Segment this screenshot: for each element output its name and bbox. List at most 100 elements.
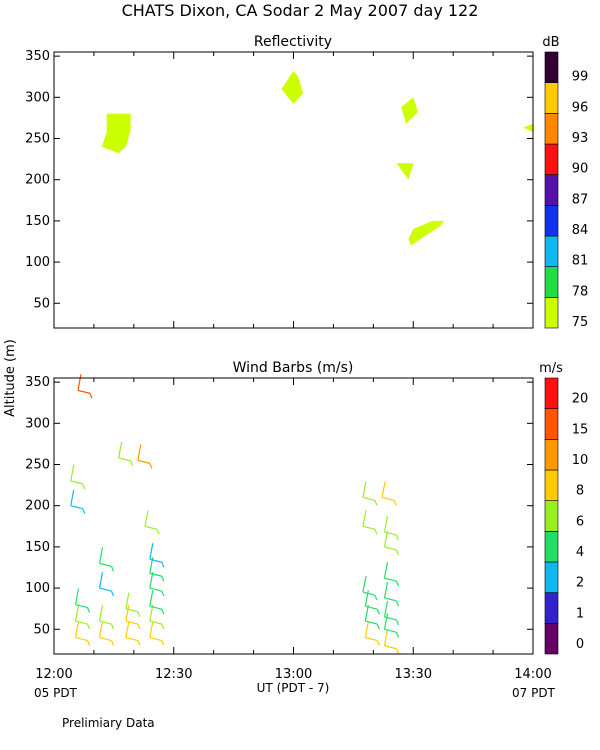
colorbar-swatch bbox=[544, 408, 559, 440]
y-tick-label: 300 bbox=[25, 416, 50, 431]
reflectivity-data bbox=[101, 70, 533, 246]
wind-barb bbox=[125, 621, 141, 646]
y-tick-label: 350 bbox=[25, 375, 50, 390]
wind-barb bbox=[364, 604, 380, 630]
colorbar-label: 99 bbox=[572, 70, 589, 85]
wind-barbs-data bbox=[70, 374, 400, 654]
reflectivity-echo bbox=[401, 97, 418, 124]
colorbar-swatch bbox=[544, 561, 559, 593]
colorbar-label: 8 bbox=[576, 484, 584, 499]
wind-barb bbox=[74, 604, 91, 630]
wind-barb bbox=[98, 571, 115, 597]
wind-barb bbox=[383, 613, 400, 638]
colorbar-swatch bbox=[544, 82, 559, 114]
wind-barb bbox=[149, 604, 165, 630]
x-tick-label: 12:30 bbox=[155, 667, 192, 682]
colorbar-swatch bbox=[544, 439, 559, 471]
wind-barb bbox=[98, 547, 115, 572]
wind-barb bbox=[383, 581, 400, 607]
plot-frame bbox=[53, 377, 534, 655]
wind-barb bbox=[98, 621, 115, 646]
wind-barb bbox=[77, 374, 93, 399]
colorbar-swatch bbox=[544, 113, 559, 145]
colorbar-swatch bbox=[544, 469, 559, 501]
colorbar-swatch bbox=[544, 174, 559, 206]
wind-barb bbox=[362, 510, 378, 535]
reflectivity-title: Reflectivity bbox=[254, 34, 332, 50]
wind-barbs-panel: Wind Barbs (m/s) 5010015020025030035012:… bbox=[25, 360, 588, 682]
left-bottom-label: 05 PDT bbox=[34, 686, 78, 700]
y-tick-label: 150 bbox=[25, 214, 50, 229]
colorbar-swatch bbox=[544, 592, 559, 624]
wind-barb bbox=[137, 444, 153, 469]
wind-barb bbox=[125, 604, 141, 630]
reflectivity-echo bbox=[408, 220, 445, 246]
reflectivity-panel: Reflectivity 50 100 150 200 250 300 350 75 78 81… bbox=[25, 34, 588, 330]
figure-title: CHATS Dixon, CA Sodar 2 May 2007 day 122 bbox=[122, 1, 479, 20]
wind-barb bbox=[74, 621, 91, 646]
colorbar-label: 90 bbox=[572, 162, 589, 177]
reflectivity-colorbar-unit: dB bbox=[542, 35, 559, 50]
reflectivity-echo bbox=[396, 163, 414, 180]
wind-barb bbox=[383, 600, 400, 626]
wind-barb bbox=[364, 621, 380, 646]
colorbar-label: 10 bbox=[572, 453, 589, 468]
colorbar-swatch bbox=[544, 205, 559, 237]
wind-barbs-axes: 50 100 150 200 250 300 350 12:00 12:30 13:00 13:30… bbox=[25, 375, 552, 682]
colorbar-swatch bbox=[544, 235, 559, 267]
colorbar-swatch bbox=[544, 377, 559, 409]
y-tick-label: 350 bbox=[25, 49, 50, 64]
wind-barb bbox=[149, 543, 165, 568]
colorbar-swatch bbox=[544, 51, 559, 83]
wind-barb bbox=[125, 592, 141, 617]
y-tick-label: 50 bbox=[33, 296, 50, 311]
wind-barbs-title: Wind Barbs (m/s) bbox=[233, 360, 354, 376]
y-tick-label: 200 bbox=[25, 499, 50, 514]
colorbar-label: 2 bbox=[576, 576, 584, 591]
y-axis-label: Altitude (m) bbox=[3, 339, 18, 417]
colorbar-label: 6 bbox=[576, 514, 584, 529]
colorbar-swatch bbox=[544, 623, 559, 655]
wind-barb bbox=[149, 571, 165, 597]
right-bottom-label: 07 PDT bbox=[512, 686, 556, 700]
wind-barb bbox=[362, 481, 378, 506]
wind-barb bbox=[149, 621, 165, 646]
wind-barb bbox=[383, 562, 400, 587]
y-tick-label: 100 bbox=[25, 581, 50, 596]
colorbar-label: 81 bbox=[572, 254, 589, 269]
wind-barb bbox=[381, 481, 397, 506]
wind-barb bbox=[74, 588, 91, 613]
x-tick-label: 12:00 bbox=[35, 667, 72, 682]
wind-barbs-colorbar: 0 1 2 4 6 8 10 15 20 bbox=[544, 377, 589, 655]
colorbar-label: 87 bbox=[572, 192, 589, 207]
colorbar-swatch bbox=[544, 531, 559, 563]
footnote: Prelimiary Data bbox=[62, 716, 155, 730]
reflectivity-echo bbox=[101, 113, 131, 154]
x-axis-label: UT (PDT - 7) bbox=[257, 681, 330, 695]
colorbar-label: 1 bbox=[576, 606, 584, 621]
wind-barb bbox=[118, 441, 134, 467]
wind-barb bbox=[383, 515, 400, 541]
wind-barb bbox=[144, 510, 160, 535]
x-tick-label: 13:00 bbox=[275, 667, 312, 682]
wind-barb bbox=[70, 489, 86, 514]
colorbar-label: 0 bbox=[576, 637, 584, 652]
colorbar-swatch bbox=[544, 266, 559, 298]
colorbar-label: 84 bbox=[572, 223, 589, 238]
wind-barb bbox=[383, 629, 400, 654]
wind-barb bbox=[70, 464, 86, 490]
wind-barb bbox=[383, 530, 400, 556]
colorbar-label: 93 bbox=[572, 131, 589, 146]
y-tick-label: 250 bbox=[25, 458, 50, 473]
wind-barb bbox=[362, 576, 378, 601]
wind-barb bbox=[149, 590, 165, 615]
x-tick-label: 13:30 bbox=[395, 667, 432, 682]
wind-barb bbox=[98, 604, 115, 630]
wind-barbs-colorbar-unit: m/s bbox=[539, 361, 563, 376]
colorbar-label: 15 bbox=[572, 422, 589, 437]
reflectivity-axes: 50 100 150 200 250 300 350 bbox=[25, 49, 534, 329]
colorbar-swatch bbox=[544, 297, 559, 329]
reflectivity-colorbar: 75 78 81 84 87 90 93 96 99 bbox=[544, 51, 589, 330]
x-tick-label: 14:00 bbox=[514, 667, 551, 682]
